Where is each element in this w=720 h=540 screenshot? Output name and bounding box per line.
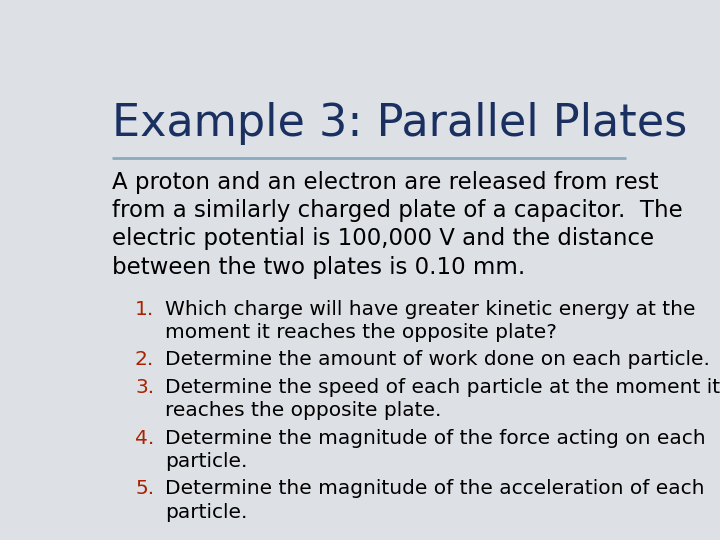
Text: moment it reaches the opposite plate?: moment it reaches the opposite plate? xyxy=(166,323,557,342)
Text: Example 3: Parallel Plates: Example 3: Parallel Plates xyxy=(112,102,688,145)
Text: A proton and an electron are released from rest: A proton and an electron are released fr… xyxy=(112,171,659,194)
Text: Which charge will have greater kinetic energy at the: Which charge will have greater kinetic e… xyxy=(166,300,696,319)
Text: 1.: 1. xyxy=(135,300,154,319)
Text: between the two plates is 0.10 mm.: between the two plates is 0.10 mm. xyxy=(112,255,526,279)
Text: 4.: 4. xyxy=(135,429,154,448)
Text: reaches the opposite plate.: reaches the opposite plate. xyxy=(166,401,441,420)
Text: Determine the magnitude of the force acting on each: Determine the magnitude of the force act… xyxy=(166,429,706,448)
Text: Determine the magnitude of the acceleration of each: Determine the magnitude of the accelerat… xyxy=(166,480,705,498)
Text: electric potential is 100,000 V and the distance: electric potential is 100,000 V and the … xyxy=(112,227,654,251)
Text: particle.: particle. xyxy=(166,503,248,522)
Text: from a similarly charged plate of a capacitor.  The: from a similarly charged plate of a capa… xyxy=(112,199,683,222)
Text: Determine the speed of each particle at the moment it: Determine the speed of each particle at … xyxy=(166,378,720,397)
Text: particle.: particle. xyxy=(166,452,248,471)
Text: Determine the amount of work done on each particle.: Determine the amount of work done on eac… xyxy=(166,350,710,369)
Text: 3.: 3. xyxy=(135,378,154,397)
Text: 5.: 5. xyxy=(135,480,154,498)
Text: 2.: 2. xyxy=(135,350,154,369)
